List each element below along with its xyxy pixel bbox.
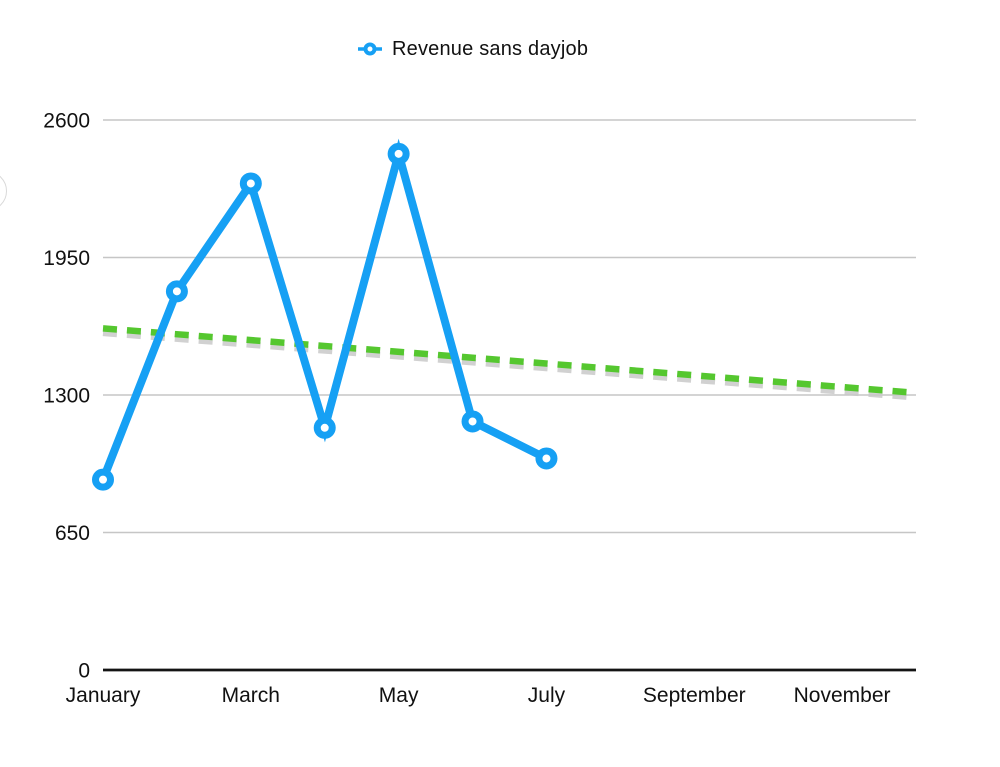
x-tick-label: May <box>379 684 419 707</box>
data-point-marker <box>387 142 410 165</box>
data-point-marker <box>239 172 262 195</box>
series-marker-icon <box>358 42 382 56</box>
y-tick-label: 2600 <box>43 110 90 133</box>
y-tick-label: 1300 <box>43 385 90 408</box>
x-tick-label: July <box>528 684 566 707</box>
y-tick-label: 1950 <box>43 247 90 270</box>
data-point-marker <box>313 416 336 439</box>
data-point-marker <box>92 468 114 491</box>
x-tick-label: January <box>66 684 141 707</box>
y-tick-label: 650 <box>55 522 90 545</box>
x-tick-label: November <box>794 684 891 707</box>
legend[interactable]: Revenue sans dayjob <box>358 37 588 61</box>
x-tick-label: September <box>643 684 746 707</box>
trendline <box>102 325 917 397</box>
x-tick-label: March <box>222 684 280 707</box>
trendline-shadow <box>102 329 917 401</box>
data-point-marker <box>535 447 558 470</box>
y-tick-label: 0 <box>78 660 90 683</box>
data-point-marker <box>461 410 484 433</box>
legend-label: Revenue sans dayjob <box>392 37 589 60</box>
legend-open-circle <box>363 42 377 56</box>
data-point-marker <box>165 280 188 303</box>
